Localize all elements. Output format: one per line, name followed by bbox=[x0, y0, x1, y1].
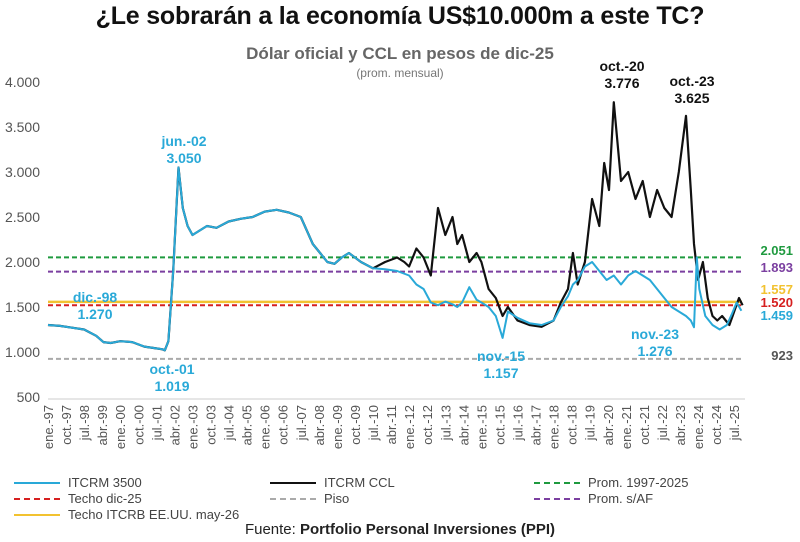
annotation-value: 3.776 bbox=[604, 75, 639, 91]
reference-value-label: 1.893 bbox=[760, 260, 793, 275]
x-tick-label: ene.-97 bbox=[41, 405, 56, 449]
x-tick-label: jul.-16 bbox=[510, 405, 525, 441]
reference-value-label: 1.557 bbox=[760, 282, 793, 297]
source-name: Portfolio Personal Inversiones (PPI) bbox=[299, 521, 556, 538]
legend-swatch bbox=[14, 514, 60, 516]
x-tick-label: oct.-06 bbox=[276, 405, 291, 445]
x-tick-label: jul.-10 bbox=[366, 405, 381, 441]
x-tick-label: jul.-98 bbox=[77, 405, 92, 441]
x-tick-label: abr.-05 bbox=[240, 405, 255, 445]
y-tick-label: 1.500 bbox=[5, 299, 40, 315]
x-tick-label: jul.-19 bbox=[583, 405, 598, 441]
annotation-value: 3.625 bbox=[674, 90, 709, 106]
source-note: Fuente: Portfolio Personal Inversiones (… bbox=[0, 521, 800, 538]
series-line-itcrm3500 bbox=[47, 166, 743, 352]
x-tick-label: jul.-07 bbox=[294, 405, 309, 441]
legend-label: Piso bbox=[324, 491, 350, 506]
series-line-itcrm-ccl bbox=[47, 101, 744, 352]
legend-swatch bbox=[14, 498, 60, 500]
x-tick-label: jul.-22 bbox=[655, 405, 670, 441]
chart-title: ¿Le sobrarán a la economía US$10.000m a … bbox=[95, 2, 705, 30]
x-tick-label: ene.-21 bbox=[619, 405, 634, 449]
x-tick-label: abr.-20 bbox=[601, 405, 616, 445]
x-tick-label: abr.-08 bbox=[312, 405, 327, 445]
x-tick-label: oct.-00 bbox=[131, 405, 146, 445]
legend-label: Prom. s/AF bbox=[588, 491, 654, 506]
x-tick-label: oct.-18 bbox=[565, 405, 580, 445]
y-tick-label: 2.500 bbox=[5, 209, 40, 225]
legend-label: Prom. 1997-2025 bbox=[588, 475, 689, 490]
series-end-label: 1.459 bbox=[760, 308, 793, 323]
x-tick-label: abr.-14 bbox=[456, 405, 471, 445]
x-tick-label: ene.-15 bbox=[474, 405, 489, 449]
annotation-value: 1.157 bbox=[483, 365, 518, 381]
annotation-date: oct.-20 bbox=[599, 58, 644, 74]
annotation-date: nov.-15 bbox=[477, 348, 525, 364]
x-tick-label: oct.-24 bbox=[709, 405, 724, 445]
reference-value-label: 2.051 bbox=[760, 243, 793, 258]
legend-swatch bbox=[534, 482, 580, 484]
x-tick-label: oct.-97 bbox=[59, 405, 74, 445]
x-tick-label: ene.-09 bbox=[330, 405, 345, 449]
x-tick-label: ene.-12 bbox=[402, 405, 417, 449]
annotations: dic.-981.270 jun.-023.050 oct.-011.019 nov.… bbox=[73, 58, 715, 394]
legend-label: Techo ITCRB EE.UU. may-26 bbox=[68, 507, 240, 522]
x-tick-label: ene.-03 bbox=[185, 405, 200, 449]
x-tick-label: oct.-12 bbox=[420, 405, 435, 445]
series-lines bbox=[47, 101, 744, 352]
x-tick-label: jul.-25 bbox=[727, 405, 742, 441]
legend-label: ITCRM CCL bbox=[324, 475, 395, 490]
x-tick-label: abr.-17 bbox=[529, 405, 544, 445]
x-tick-label: jul.-04 bbox=[222, 405, 237, 441]
reference-value-label: 923 bbox=[771, 348, 793, 363]
legend-swatch bbox=[14, 482, 60, 484]
annotation-value: 1.276 bbox=[637, 343, 672, 359]
annotation-date: oct.-23 bbox=[669, 73, 714, 89]
reference-value-label: 1.520 bbox=[760, 295, 793, 310]
y-tick-label: 2.000 bbox=[5, 254, 40, 270]
legend-label: ITCRM 3500 bbox=[68, 475, 142, 490]
x-tick-label: oct.-09 bbox=[348, 405, 363, 445]
y-tick-label: 3.000 bbox=[5, 164, 40, 180]
annotation-value: 1.270 bbox=[77, 306, 112, 322]
annotation-date: oct.-01 bbox=[149, 361, 194, 377]
y-tick-label: 500 bbox=[17, 389, 41, 405]
x-tick-label: oct.-21 bbox=[637, 405, 652, 445]
annotation-value: 3.050 bbox=[166, 150, 201, 166]
x-tick-label: abr.-11 bbox=[384, 405, 399, 445]
source-label: Fuente: bbox=[244, 521, 300, 538]
x-tick-label: abr.-99 bbox=[95, 405, 110, 445]
legend-label: Techo dic-25 bbox=[68, 491, 142, 506]
chart-subtitle: Dólar oficial y CCL en pesos de dic-25 bbox=[246, 44, 554, 63]
x-tick-label: ene.-24 bbox=[691, 405, 706, 449]
annotation-date: nov.-23 bbox=[631, 326, 679, 342]
x-tick-label: oct.-15 bbox=[492, 405, 507, 445]
x-tick-label: ene.-00 bbox=[113, 405, 128, 449]
x-tick-label: ene.-18 bbox=[547, 405, 562, 449]
x-tick-label: jul.-01 bbox=[149, 405, 164, 441]
y-tick-label: 3.500 bbox=[5, 119, 40, 135]
annotation-date: jun.-02 bbox=[160, 133, 206, 149]
x-tick-label: abr.-23 bbox=[673, 405, 688, 445]
chart-subsubtitle: (prom. mensual) bbox=[356, 66, 444, 80]
y-tick-label: 4.000 bbox=[5, 74, 40, 90]
x-tick-label: jul.-13 bbox=[438, 405, 453, 441]
annotation-date: dic.-98 bbox=[73, 289, 118, 305]
x-tick-label: oct.-03 bbox=[204, 405, 219, 445]
y-tick-label: 1.000 bbox=[5, 344, 40, 360]
annotation-value: 1.019 bbox=[154, 378, 189, 394]
legend-swatch bbox=[534, 498, 580, 500]
y-axis: 500 1.000 1.500 2.000 2.500 3.000 3.500 4.000 bbox=[5, 74, 40, 405]
legend-swatch bbox=[270, 482, 316, 484]
x-tick-label: ene.-06 bbox=[258, 405, 273, 449]
legend-swatch bbox=[270, 498, 316, 500]
x-axis: ene.-97 oct.-97 jul.-98 abr.-99 ene.-00 oct.-… bbox=[41, 398, 745, 449]
x-tick-label: abr.-02 bbox=[167, 405, 182, 445]
